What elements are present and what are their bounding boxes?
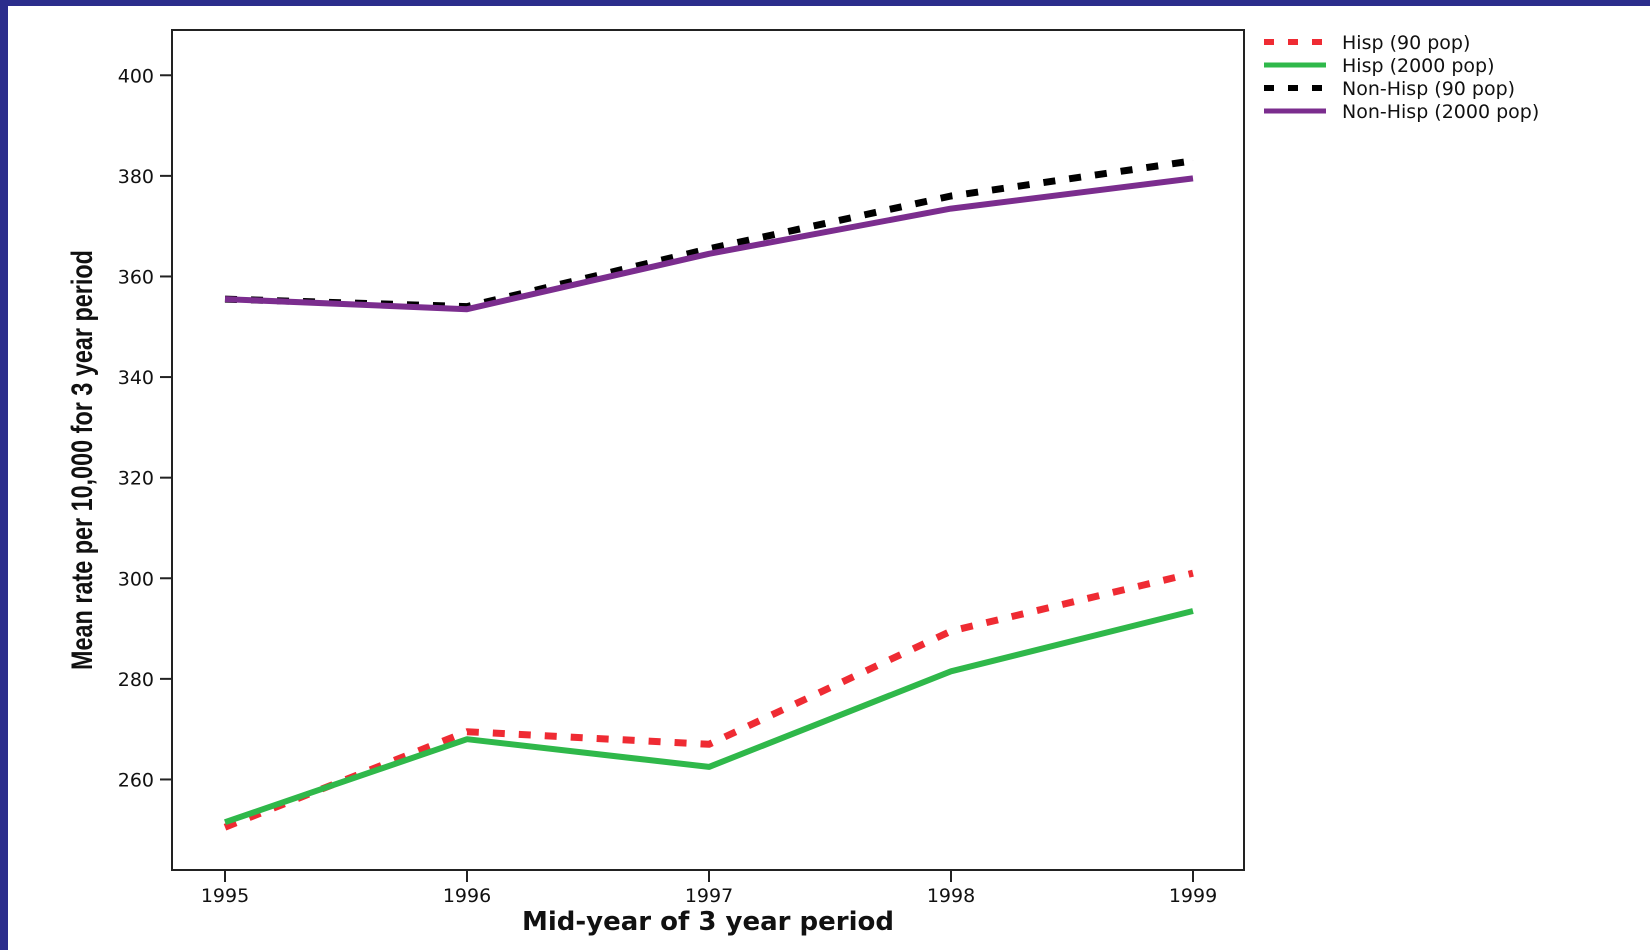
- y-tick-label: 300: [118, 568, 154, 590]
- x-tick-label: 1998: [927, 885, 975, 907]
- y-tick-label: 400: [118, 65, 154, 87]
- legend: Hisp (90 pop)Hisp (2000 pop)Non-Hisp (90…: [1264, 32, 1539, 123]
- series-line-1: [224, 608, 1194, 826]
- chart-slide: 260 280 300 320 340 360 380 400 1995 1996 1997 199…: [8, 6, 1650, 950]
- x-tick-label: 1999: [1169, 885, 1217, 907]
- series-line-0: [223, 569, 1194, 831]
- legend-label: Non-Hisp (90 pop): [1342, 78, 1515, 100]
- x-tick-label: 1995: [201, 885, 249, 907]
- y-tick-label: 280: [118, 669, 154, 691]
- x-tick-label: 1997: [685, 885, 733, 907]
- series-line-3: [224, 175, 1194, 313]
- series-line-2: [224, 157, 1194, 311]
- legend-label: Hisp (90 pop): [1342, 32, 1470, 54]
- series-lines: [223, 157, 1194, 831]
- legend-label: Non-Hisp (2000 pop): [1342, 101, 1539, 123]
- x-axis: 1995 1996 1997 1998 1999: [201, 870, 1217, 907]
- x-tick-label: 1996: [443, 885, 491, 907]
- y-tick-label: 360: [118, 266, 154, 288]
- legend-label: Hisp (2000 pop): [1342, 55, 1495, 77]
- y-axis: 260 280 300 320 340 360 380 400: [118, 65, 172, 791]
- y-tick-label: 320: [118, 468, 154, 490]
- x-axis-title: Mid-year of 3 year period: [522, 907, 894, 937]
- y-tick-label: 380: [118, 166, 154, 188]
- y-tick-label: 260: [118, 769, 154, 791]
- y-axis-title: Mean rate per 10,000 for 3 year period: [65, 250, 98, 670]
- y-tick-label: 340: [118, 367, 154, 389]
